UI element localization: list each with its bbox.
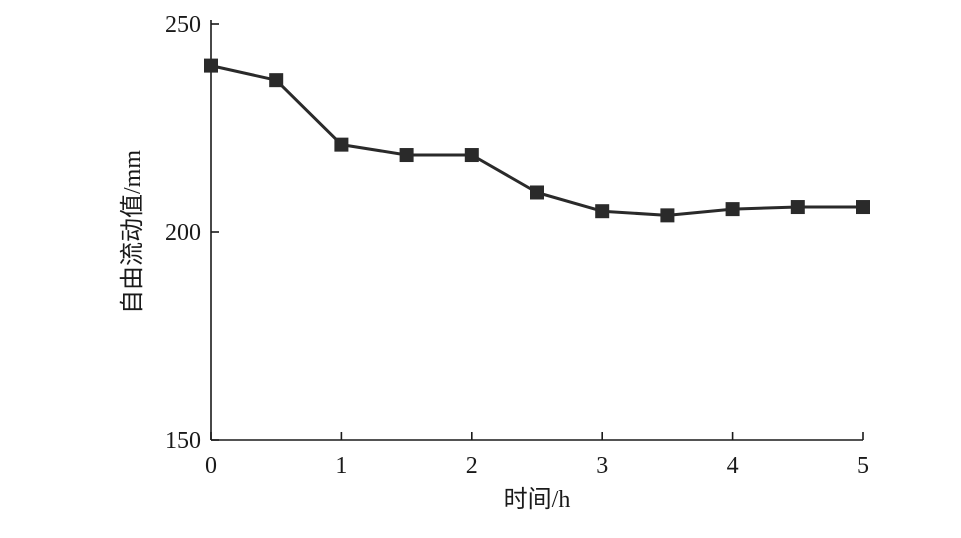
data-point — [660, 208, 675, 223]
x-tick-label: 5 — [857, 453, 869, 479]
data-point — [725, 202, 740, 217]
x-axis-title: 时间/h — [504, 486, 571, 513]
x-tick-label: 4 — [727, 453, 739, 479]
data-point — [856, 200, 870, 215]
x-tick-label: 1 — [335, 453, 347, 479]
data-point — [790, 200, 805, 215]
data-point — [334, 137, 349, 152]
data-point — [530, 185, 544, 200]
data-point — [595, 204, 610, 219]
y-tick-label: 150 — [165, 428, 201, 454]
data-point — [464, 148, 479, 163]
y-axis-title: 自由流动值/mm — [119, 150, 146, 314]
data-point — [204, 58, 218, 73]
y-tick-label: 200 — [165, 220, 201, 246]
chart-axes — [210, 20, 863, 441]
x-axis-ticks: 0 1 2 3 4 5 — [205, 432, 869, 479]
y-axis-ticks: 150 200 250 — [165, 12, 219, 454]
x-tick-label: 2 — [466, 453, 478, 479]
x-tick-label: 0 — [205, 453, 217, 479]
data-point — [269, 73, 284, 88]
x-tick-label: 3 — [596, 453, 608, 479]
data-point — [399, 148, 414, 163]
series-points — [204, 58, 870, 223]
y-tick-label: 250 — [165, 12, 201, 38]
